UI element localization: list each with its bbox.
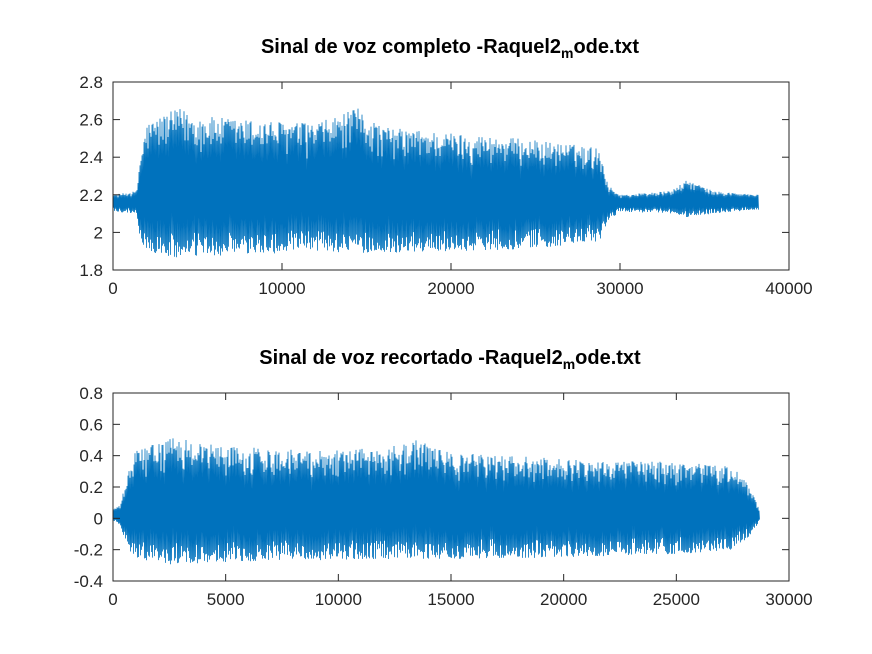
x-tick-label: 0 (108, 279, 117, 298)
y-tick-label: -0.2 (74, 541, 103, 560)
y-tick-label: 2.6 (79, 111, 103, 130)
plot-title: Sinal de voz recortado -Raquel2mode.txt (259, 347, 641, 372)
y-tick-label: 0.4 (79, 447, 103, 466)
y-tick-label: 0 (94, 509, 103, 528)
axes-border (112, 81, 790, 271)
x-tick-label: 20000 (540, 590, 587, 609)
y-tick-label: 0.8 (79, 384, 103, 403)
y-tick-label: 2.8 (79, 73, 103, 92)
x-tick-label: 20000 (427, 279, 474, 298)
plot-title: Sinal de voz completo -Raquel2mode.txt (261, 36, 639, 61)
x-tick-label: 30000 (596, 279, 643, 298)
y-tick-label: -0.4 (74, 572, 103, 591)
x-tick-label: 15000 (427, 590, 474, 609)
x-tick-label: 30000 (765, 590, 812, 609)
y-tick-label: 2.2 (79, 186, 103, 205)
x-tick-label: 40000 (765, 279, 812, 298)
y-tick-label: 2.4 (79, 148, 103, 167)
axis-ticks: 0 5000 10000 15000 20000 25000 30000 -0.4 -0.2 0 0… (74, 384, 813, 609)
x-tick-label: 0 (108, 590, 117, 609)
y-tick-label: 0.6 (79, 415, 103, 434)
x-tick-label: 25000 (653, 590, 700, 609)
x-tick-label: 10000 (315, 590, 362, 609)
y-tick-label: 1.8 (79, 261, 103, 280)
signal-line (112, 438, 760, 565)
plot-full-signal: Sinal de voz completo -Raquel2mode.txt 0… (79, 36, 812, 298)
x-tick-label: 10000 (258, 279, 305, 298)
x-tick-label: 5000 (207, 590, 245, 609)
y-tick-label: 2 (94, 223, 103, 242)
plot-trimmed-signal: Sinal de voz recortado -Raquel2mode.txt … (74, 347, 813, 609)
axis-ticks: 0 10000 20000 30000 40000 1.8 2 2.2 2.4 2.6 2.8 (79, 73, 812, 298)
y-tick-label: 0.2 (79, 478, 103, 497)
signal-line (112, 108, 759, 258)
signal-trace (112, 438, 760, 565)
axes-border (112, 392, 790, 582)
signal-trace (112, 108, 759, 258)
